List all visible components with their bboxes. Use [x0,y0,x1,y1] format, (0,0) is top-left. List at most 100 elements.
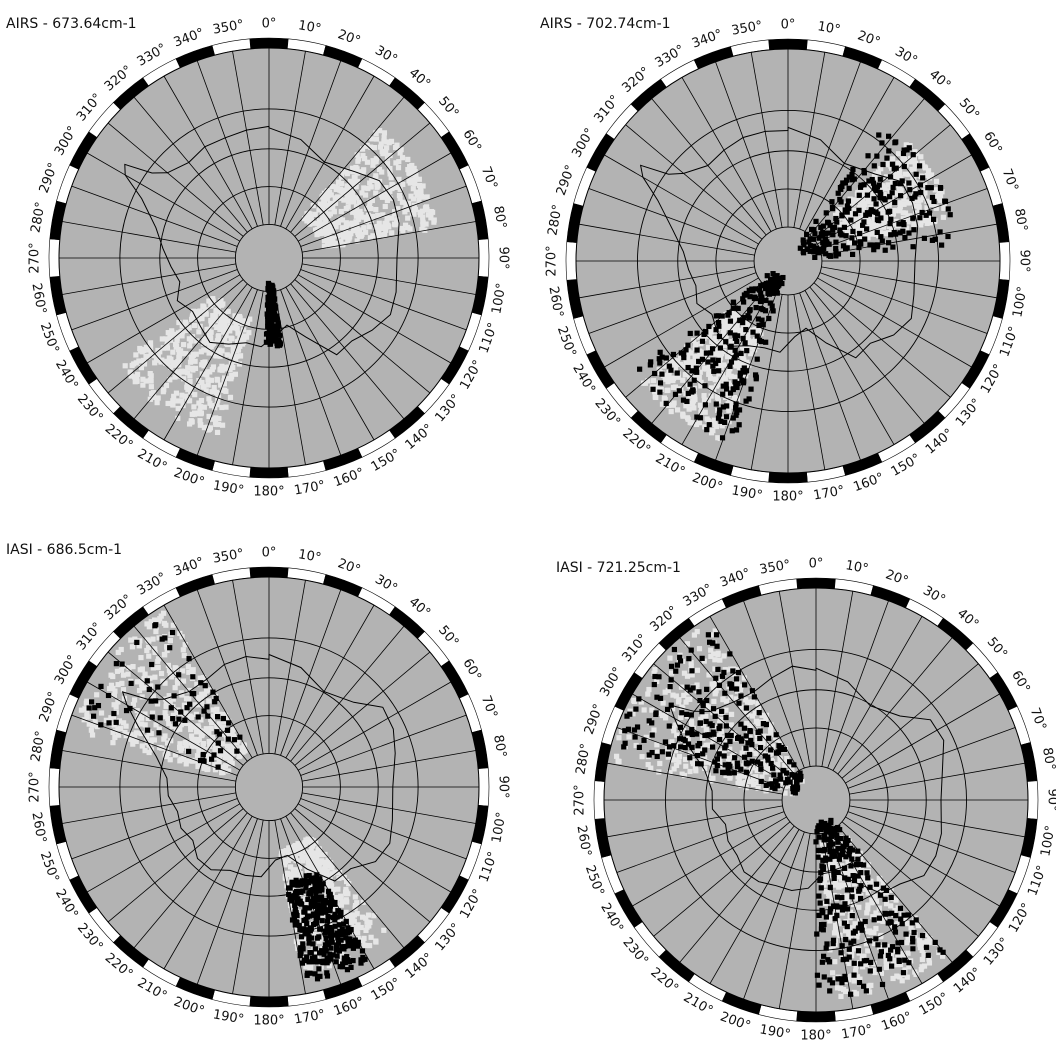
frame-segment [249,566,289,579]
light-observation-point [339,899,345,905]
dark-observation-point [717,736,723,743]
dark-observation-point [668,367,674,373]
dark-observation-point [916,163,923,169]
light-observation-point [424,194,430,200]
dark-observation-point [664,706,671,713]
meridian-line [196,60,258,227]
light-observation-point [861,206,867,212]
dark-observation-point [685,730,691,736]
light-observation-point [147,340,154,346]
light-observation-point [927,936,933,942]
light-observation-point [823,869,829,875]
dark-observation-point [335,908,341,914]
dark-observation-point [727,738,733,745]
meridian-line [300,798,467,860]
dark-observation-point [714,643,720,649]
light-observation-point [727,398,733,404]
light-observation-point [743,697,749,703]
light-observation-point [685,354,691,360]
light-observation-point [689,758,696,765]
dark-observation-point [797,770,803,776]
light-observation-point [428,215,434,221]
light-observation-point [165,751,171,757]
light-observation-point [661,363,668,369]
dark-observation-point [298,934,305,940]
light-observation-point [209,416,216,422]
light-observation-point [842,928,849,934]
light-observation-point [912,149,918,155]
dark-observation-point [632,734,638,740]
light-observation-point [315,850,321,856]
light-observation-point [921,963,928,969]
light-observation-point [190,758,196,764]
light-observation-point [191,404,197,410]
light-observation-point [207,687,213,693]
degree-label: 20° [336,556,363,578]
light-observation-point [296,843,302,849]
polar-map-panel: 0° 10° 20°30°40°50°60°70°80°90°100°110°120… [545,18,1032,505]
light-observation-point [226,768,232,774]
light-observation-point [405,156,411,163]
light-observation-point [851,207,858,213]
light-observation-point [924,205,930,211]
light-observation-point [148,747,155,753]
light-observation-point [310,855,316,861]
light-observation-point [115,649,121,655]
light-observation-point [423,221,429,227]
light-observation-point [707,367,713,374]
light-observation-point [906,171,912,177]
dark-observation-point [738,766,744,772]
dark-observation-point [296,888,302,894]
light-observation-point [927,220,933,226]
light-observation-point [178,747,184,753]
dark-observation-point [294,899,300,905]
light-observation-point [745,344,751,351]
light-observation-point [641,380,647,386]
dark-observation-point [763,721,769,728]
light-observation-point [147,377,153,383]
dark-observation-point [687,755,693,761]
light-observation-point [865,862,872,868]
light-observation-point [247,316,253,322]
light-observation-point [194,338,200,344]
dark-observation-point [701,331,707,338]
light-observation-point [718,729,725,735]
light-observation-point [390,182,396,188]
light-observation-point [162,710,168,716]
dark-observation-point [781,768,787,774]
meridian-line [817,277,972,368]
light-observation-point [210,296,216,302]
light-observation-point [179,392,185,398]
light-observation-point [314,226,320,232]
light-observation-point [712,666,718,672]
dark-observation-point [811,243,817,249]
light-observation-point [334,185,340,191]
light-observation-point [217,753,223,760]
dark-observation-point [111,710,117,717]
light-observation-point [228,360,234,367]
light-observation-point [308,214,314,220]
dark-observation-point [159,636,165,642]
light-observation-point [684,415,691,421]
dark-observation-point [715,666,721,672]
dark-observation-point [906,230,912,236]
meridian-line [297,274,452,364]
dark-observation-point [707,721,713,727]
dark-observation-point [746,396,752,402]
light-observation-point [110,740,116,746]
dark-observation-point [663,355,669,361]
light-observation-point [699,351,705,357]
light-observation-point [161,387,167,393]
light-observation-point [873,925,879,932]
dark-observation-point [809,226,815,233]
degree-label: 160° [851,470,886,495]
light-observation-point [882,218,888,224]
light-observation-point [721,348,727,355]
dark-observation-point [128,680,134,686]
light-observation-point [652,667,658,673]
dark-observation-point [886,148,892,154]
light-observation-point [711,387,717,394]
dark-observation-point [679,710,685,716]
dark-observation-point [314,902,321,908]
light-observation-point [188,389,194,395]
